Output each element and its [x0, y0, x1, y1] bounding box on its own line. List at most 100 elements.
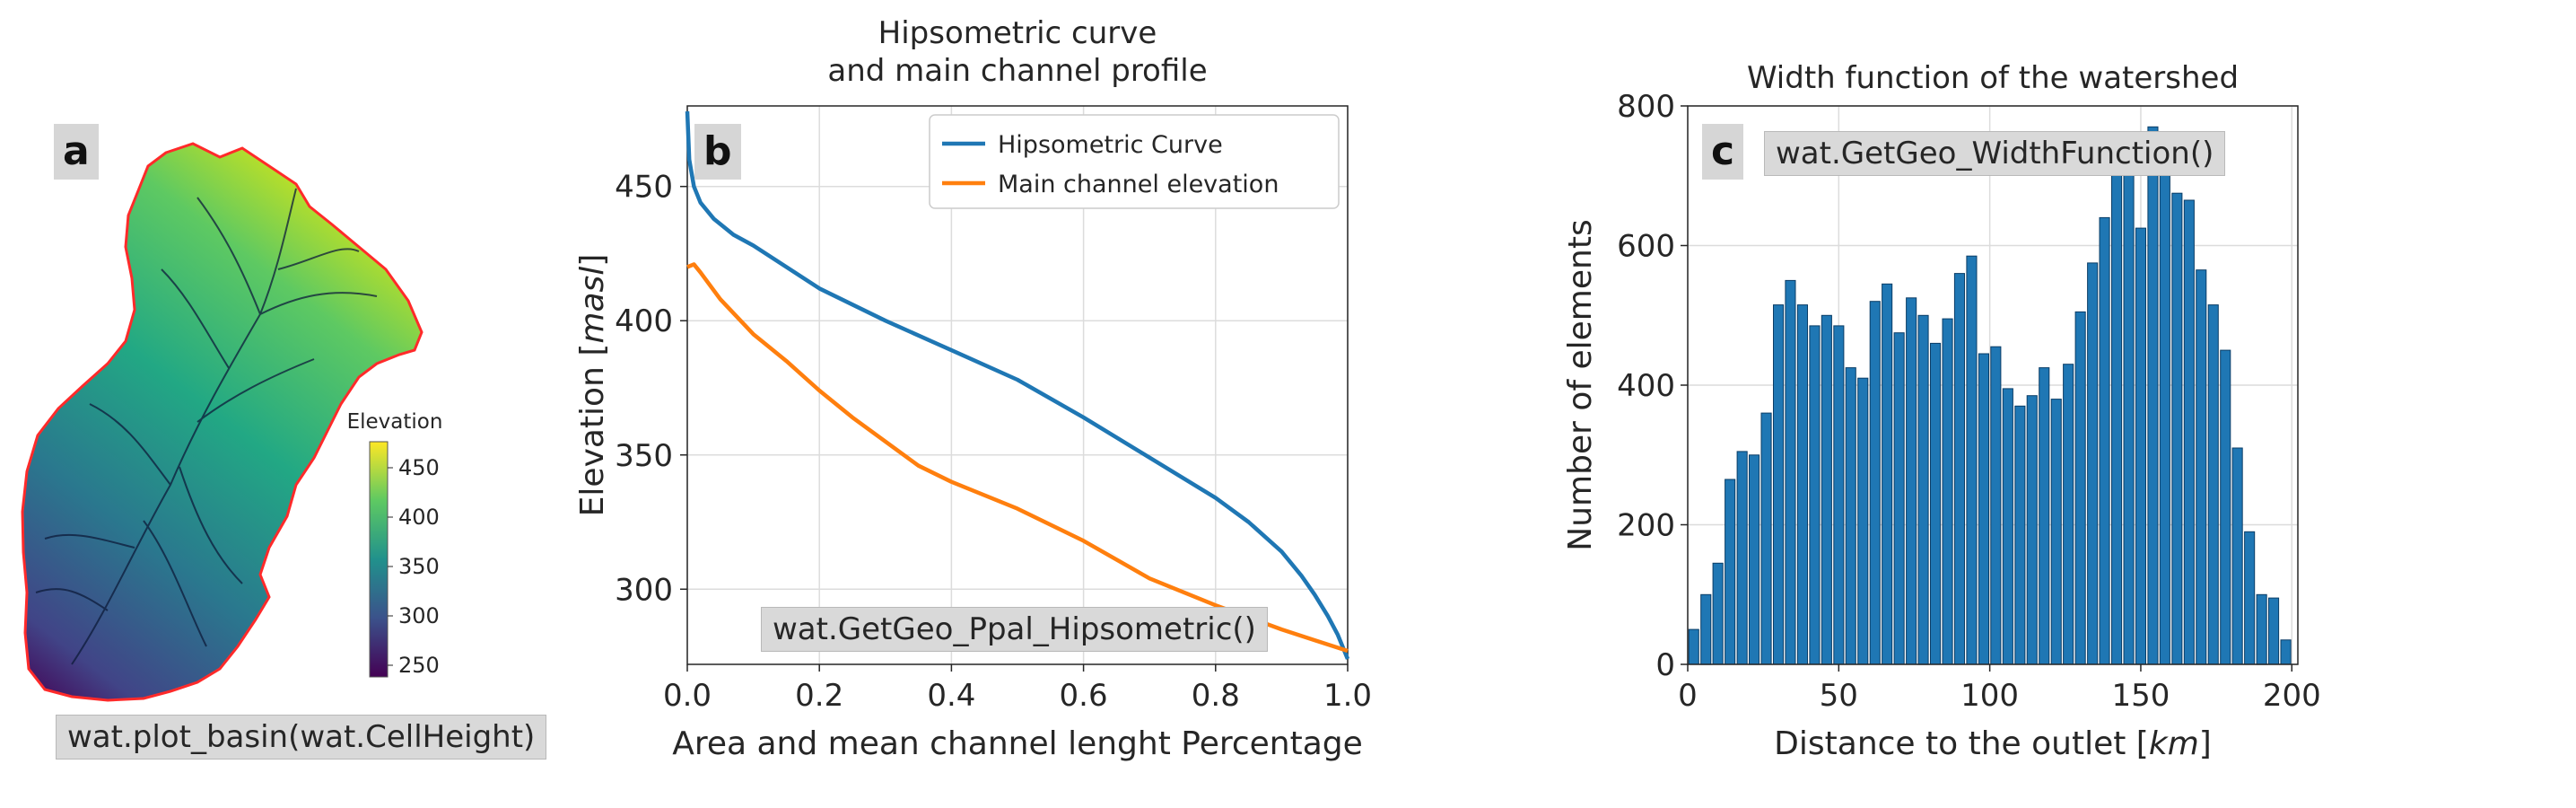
x-tick-label: 150 [2111, 678, 2170, 714]
bar [2280, 639, 2292, 665]
bar [1833, 325, 1845, 665]
bar [2159, 168, 2170, 665]
y-tick-label: 400 [615, 303, 673, 339]
plot-frame [686, 105, 1349, 665]
bar [2087, 262, 2099, 665]
x-tick-label: 200 [2263, 678, 2321, 714]
bar [2014, 405, 2026, 665]
y-tick-label: 600 [1617, 229, 1675, 265]
bar [1725, 479, 1736, 665]
y-tick-label: 300 [615, 572, 673, 608]
bar [1796, 304, 1808, 665]
y-axis-label: Number of elements [1562, 219, 1599, 550]
bar [1785, 279, 1796, 665]
bar [1809, 325, 1821, 665]
chart-title: Width function of the watershed [1747, 60, 2239, 96]
bar [2111, 164, 2123, 665]
bar [1990, 346, 2002, 665]
bar [2171, 192, 2183, 665]
legend-label: Hipsometric Curve [998, 131, 1223, 159]
bar [2074, 311, 2086, 665]
x-tick-label: 0.0 [663, 678, 712, 714]
panel-c-label: c [1702, 124, 1744, 180]
bar [1712, 562, 1724, 665]
chart-title: Hipsometric curve [878, 15, 1157, 51]
bar [2256, 593, 2267, 665]
bar [2123, 157, 2135, 665]
bar [1845, 367, 1856, 665]
river-network [35, 188, 378, 665]
bar [2039, 367, 2050, 665]
bar [1893, 332, 1905, 665]
chart-title: and main channel profile [827, 53, 1207, 89]
bar [2196, 269, 2207, 665]
y-tick-label: 0 [1655, 647, 1675, 683]
bar [2135, 227, 2147, 665]
panel-a-code-annotation: wat.plot_basin(wat.CellHeight) [56, 715, 547, 760]
bar [1857, 377, 1869, 665]
colorbar-tick-label: 350 [398, 554, 440, 579]
bar [1688, 628, 1699, 665]
bar [2147, 126, 2159, 665]
panel-b-code-annotation: wat.GetGeo_Ppal_Hipsometric() [761, 607, 1268, 652]
bar [2183, 199, 2195, 665]
x-tick-label: 100 [1960, 678, 2019, 714]
bar [2050, 399, 2062, 665]
bar [1930, 342, 1942, 665]
bar [1749, 454, 1760, 665]
x-tick-label: 0 [1678, 678, 1698, 714]
bar [1906, 297, 1917, 665]
panel-a-basin-map: Elevation 450 400 350 300 250 [21, 142, 443, 702]
bar [1953, 273, 1965, 665]
x-axis-label: Distance to the outlet [km] [1774, 725, 2212, 762]
bar [2002, 388, 2013, 665]
y-tick-label: 450 [615, 170, 673, 206]
y-tick-label: 200 [1617, 508, 1675, 544]
x-tick-label: 0.4 [927, 678, 975, 714]
panel-c-width-function-chart: Width function of the watershed 0 50 100 150… [1562, 60, 2321, 762]
x-tick-label: 1.0 [1323, 678, 1372, 714]
bar [2207, 304, 2219, 665]
bar [1966, 255, 1978, 665]
panel-c-code-annotation: wat.GetGeo_WidthFunction() [1764, 131, 2226, 176]
bar [2063, 364, 2074, 665]
bar [1882, 283, 1893, 665]
x-tick-label: 0.6 [1060, 678, 1108, 714]
bar [1917, 314, 1929, 665]
colorbar-tick-label: 450 [398, 455, 440, 480]
basin-polygon [21, 142, 424, 702]
legend-box [929, 114, 1340, 209]
colorbar-tick-label: 250 [398, 653, 440, 678]
colorbar-title: Elevation [347, 410, 443, 434]
bar [1821, 314, 1832, 665]
x-axis-label: Area and mean channel lenght Percentage [672, 725, 1363, 762]
panel-b-label: b [694, 124, 741, 180]
bar [2244, 531, 2256, 665]
x-tick-label: 0.8 [1192, 678, 1240, 714]
bar [1773, 304, 1785, 665]
y-tick-label: 350 [615, 438, 673, 474]
bar [1978, 353, 1989, 665]
legend-label: Main channel elevation [998, 171, 1279, 198]
bar [1736, 451, 1748, 665]
bar [1942, 318, 1953, 665]
bar [1700, 593, 1712, 665]
bar [2026, 395, 2038, 665]
series-line [686, 262, 1349, 654]
x-tick-label: 0.2 [795, 678, 843, 714]
y-axis-label: Elevation [masl] [574, 254, 611, 517]
bar [2268, 597, 2280, 665]
bar [2231, 447, 2243, 665]
bar [2220, 349, 2231, 665]
colorbar-ticks: 450 400 350 300 250 [388, 455, 440, 678]
bar [2099, 216, 2110, 665]
bar [1869, 301, 1881, 665]
colorbar [369, 441, 389, 678]
series-line [685, 110, 1350, 660]
bar [1760, 412, 1772, 665]
y-tick-label: 800 [1617, 89, 1675, 125]
colorbar-tick-label: 300 [398, 603, 440, 628]
colorbar-tick-label: 400 [398, 505, 440, 530]
x-tick-label: 50 [1820, 678, 1858, 714]
